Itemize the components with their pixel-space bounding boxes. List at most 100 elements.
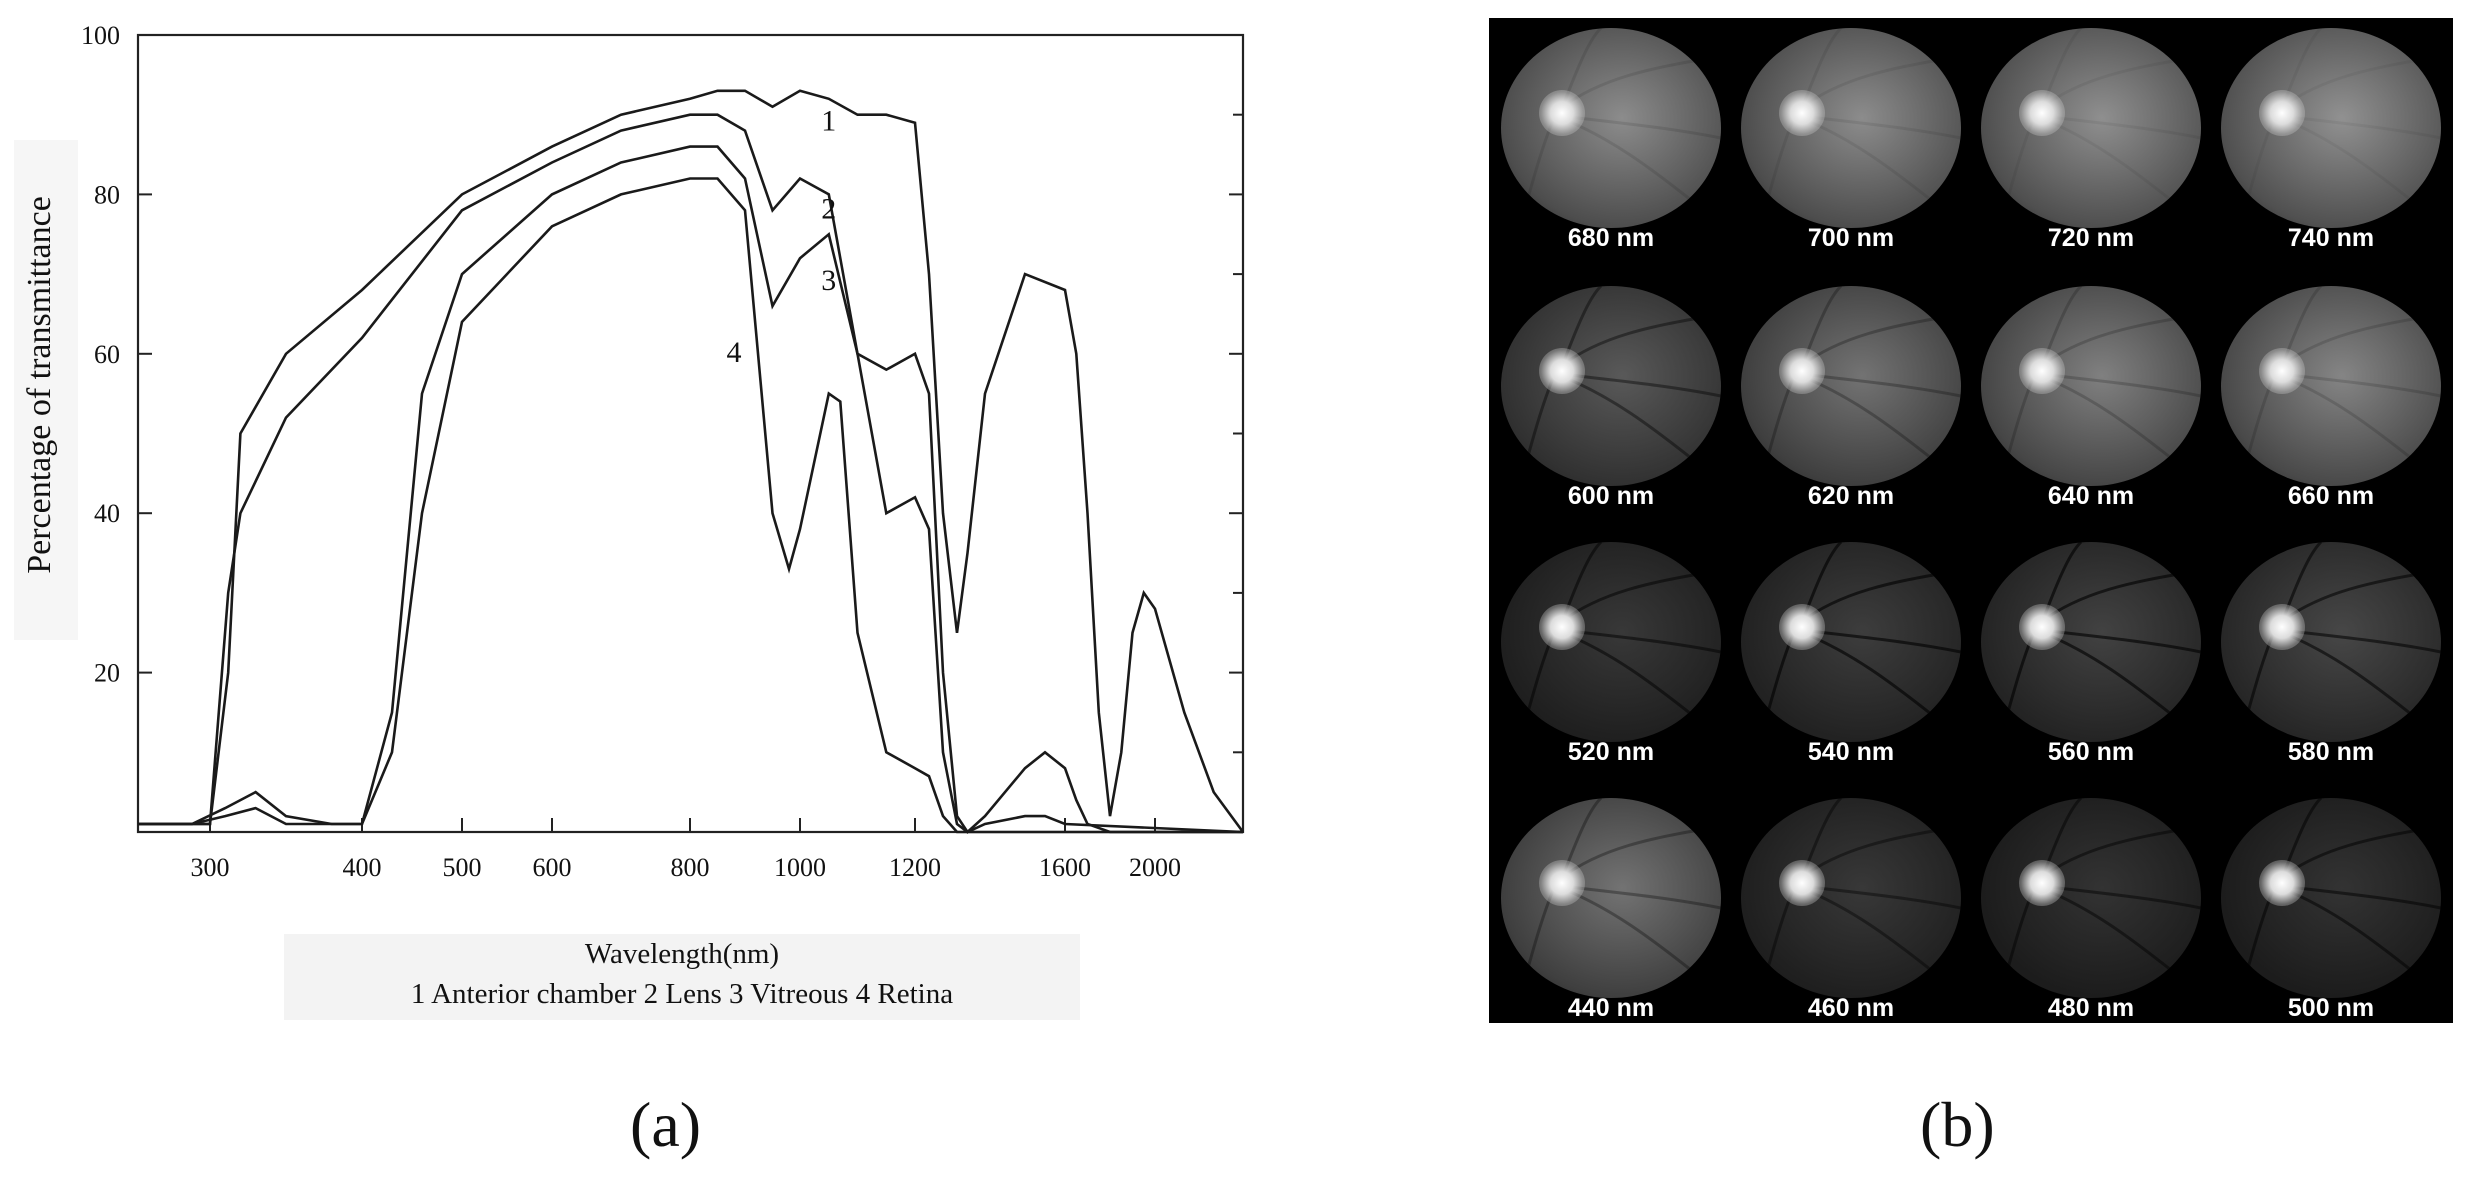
- fundus-photo: [1501, 28, 1721, 228]
- curve-1: [138, 89, 1245, 833]
- vessel: [2280, 884, 2441, 910]
- vessel: [1560, 884, 1721, 910]
- x-tick-label: 600: [533, 853, 572, 882]
- wavelength-label: 540 nm: [1807, 738, 1895, 766]
- fundus-photo: [1741, 286, 1961, 486]
- vessel: [1800, 628, 1961, 654]
- wavelength-label: 460 nm: [1807, 994, 1895, 1022]
- vessel: [1560, 314, 1712, 368]
- fundus-photo: [2221, 28, 2441, 228]
- curve-2: [138, 113, 1243, 834]
- retina-image-6: 640 nm: [1977, 282, 2205, 522]
- x-tick-label: 400: [343, 853, 382, 882]
- fundus-photo: [2221, 542, 2441, 742]
- x-tick-label: 800: [671, 853, 710, 882]
- fundus-photo: [1981, 286, 2201, 486]
- vessel: [2040, 56, 2192, 110]
- wavelength-label: 520 nm: [1567, 738, 1655, 766]
- wavelength-label: 500 nm: [2287, 994, 2375, 1022]
- vessel: [1800, 826, 1952, 880]
- retina-image-3: 740 nm: [2217, 24, 2445, 264]
- fundus-photo: [1741, 798, 1961, 998]
- fundus-photo: [1501, 542, 1721, 742]
- curve-label-1: 1: [821, 105, 836, 138]
- optic-disc: [1779, 860, 1825, 906]
- vessel: [1800, 884, 1961, 910]
- vessel: [2280, 570, 2432, 624]
- caption-box: Wavelength(nm) 1 Anterior chamber 2 Lens…: [284, 934, 1080, 1020]
- retina-image-11: 580 nm: [2217, 538, 2445, 778]
- wavelength-label: 620 nm: [1807, 482, 1895, 510]
- curve-label-3: 3: [821, 264, 836, 297]
- y-tick-label: 40: [94, 499, 120, 528]
- x-tick-label: 1600: [1039, 853, 1091, 882]
- vessel: [2280, 114, 2441, 140]
- vessel: [2040, 628, 2201, 654]
- panel-b-tag: (b): [1920, 1089, 1995, 1160]
- retina-image-8: 520 nm: [1497, 538, 1725, 778]
- vessel: [2280, 826, 2432, 880]
- wavelength-label: 440 nm: [1567, 994, 1655, 1022]
- retina-image-7: 660 nm: [2217, 282, 2445, 522]
- chart-ticks: 20 40 60 80 100 300 400 500 600 800 1000 1200 1600 20…: [81, 21, 1243, 882]
- curve-numbers: 1 2 3 4: [727, 105, 837, 369]
- fundus-photo: [1981, 542, 2201, 742]
- optic-disc: [2019, 90, 2065, 136]
- optic-disc: [2019, 604, 2065, 650]
- wavelength-label: 640 nm: [2047, 482, 2135, 510]
- wavelength-label: 560 nm: [2047, 738, 2135, 766]
- vessel: [2280, 628, 2441, 654]
- retina-image-0: 680 nm: [1497, 24, 1725, 264]
- retina-image-4: 600 nm: [1497, 282, 1725, 522]
- optic-disc: [1539, 604, 1585, 650]
- vessel: [1800, 114, 1961, 140]
- chart-curves: [138, 89, 1245, 834]
- vessel: [1560, 570, 1712, 624]
- y-tick-label: 60: [94, 340, 120, 369]
- optic-disc: [2259, 348, 2305, 394]
- vessel: [2280, 56, 2432, 110]
- optic-disc: [1539, 90, 1585, 136]
- y-tick-label: 100: [81, 21, 120, 50]
- fundus-photo: [1981, 28, 2201, 228]
- retina-image-9: 540 nm: [1737, 538, 1965, 778]
- x-tick-label: 1200: [889, 853, 941, 882]
- fundus-photo: [2221, 286, 2441, 486]
- curve-4: [138, 177, 1243, 834]
- wavelength-label: 700 nm: [1807, 224, 1895, 252]
- retina-image-12: 440 nm: [1497, 794, 1725, 1034]
- wavelength-label: 580 nm: [2287, 738, 2375, 766]
- wavelength-label: 680 nm: [1567, 224, 1655, 252]
- optic-disc: [1779, 604, 1825, 650]
- wavelength-label: 720 nm: [2047, 224, 2135, 252]
- vessel: [2280, 314, 2432, 368]
- vessel: [1560, 114, 1721, 140]
- retina-image-10: 560 nm: [1977, 538, 2205, 778]
- retina-image-15: 500 nm: [2217, 794, 2445, 1034]
- vessel: [2040, 570, 2192, 624]
- vessel: [1800, 570, 1952, 624]
- vessel: [1800, 56, 1952, 110]
- vessel: [2040, 884, 2201, 910]
- wavelength-label: 480 nm: [2047, 994, 2135, 1022]
- x-tick-label: 300: [191, 853, 230, 882]
- fundus-photo: [1501, 798, 1721, 998]
- optic-disc: [2259, 90, 2305, 136]
- vessel: [2040, 372, 2201, 398]
- optic-disc: [2259, 860, 2305, 906]
- y-tick-label: 80: [94, 180, 120, 209]
- fundus-photo: [1981, 798, 2201, 998]
- vessel: [1800, 314, 1952, 368]
- plot-frame: [136, 33, 1245, 834]
- vessel: [1560, 372, 1721, 398]
- x-tick-label: 500: [443, 853, 482, 882]
- legend-text: 1 Anterior chamber 2 Lens 3 Vitreous 4 R…: [410, 978, 954, 1010]
- chart-axes: [136, 33, 1245, 834]
- optic-disc: [2019, 348, 2065, 394]
- x-tick-label: 1000: [774, 853, 826, 882]
- x-axis-title: Wavelength(nm): [584, 938, 780, 970]
- curve-label-4: 4: [727, 336, 742, 369]
- retina-image-14: 480 nm: [1977, 794, 2205, 1034]
- wavelength-label: 660 nm: [2287, 482, 2375, 510]
